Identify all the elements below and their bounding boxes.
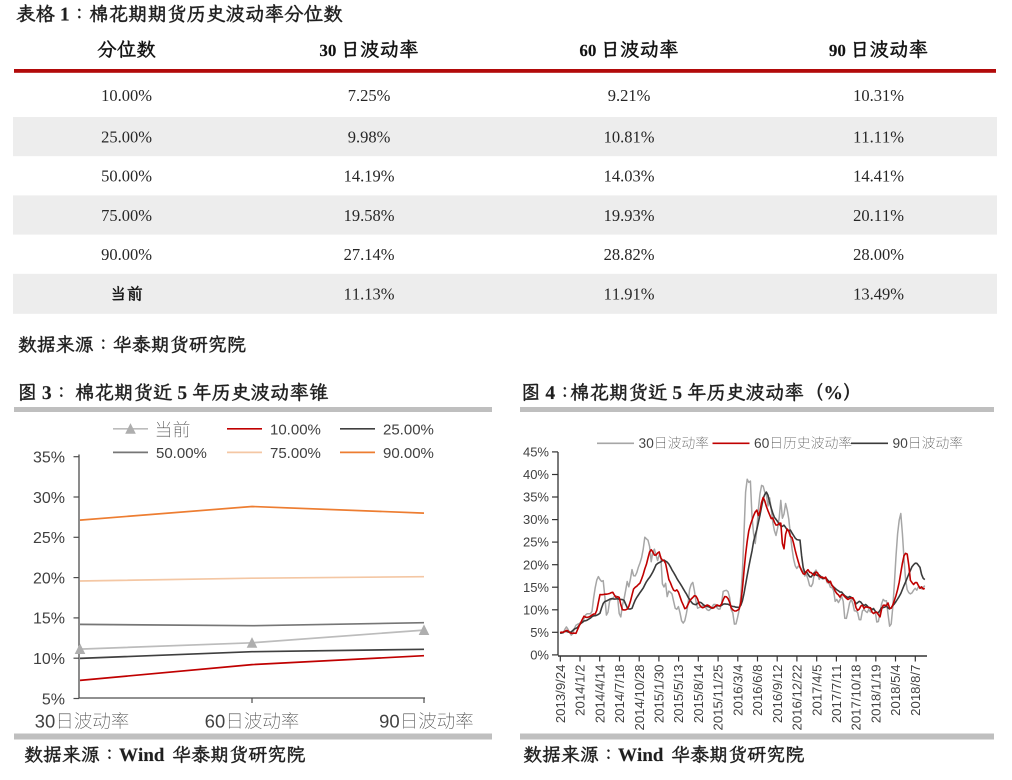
svg-text:35%: 35% <box>523 490 549 505</box>
svg-text:10.00%: 10.00% <box>101 86 152 105</box>
svg-text:2014/7/18: 2014/7/18 <box>612 665 627 724</box>
svg-text:2015/11/25: 2015/11/25 <box>711 665 726 731</box>
svg-text:2017/10/18: 2017/10/18 <box>849 665 864 731</box>
svg-text:9.21%: 9.21% <box>608 86 651 105</box>
svg-text:40%: 40% <box>523 467 549 482</box>
svg-text:2018/5/4: 2018/5/4 <box>888 665 903 716</box>
svg-text:2017/7/11: 2017/7/11 <box>829 665 844 724</box>
svg-text:28.82%: 28.82% <box>604 245 655 264</box>
svg-text:5%: 5% <box>42 691 65 708</box>
svg-text:90.00%: 90.00% <box>383 445 434 462</box>
svg-text:7.25%: 7.25% <box>348 86 391 105</box>
svg-text:2016/12/22: 2016/12/22 <box>790 665 805 731</box>
svg-text:2014/10/28: 2014/10/28 <box>632 665 647 731</box>
svg-text:25.00%: 25.00% <box>101 127 152 146</box>
svg-text:20%: 20% <box>523 557 549 572</box>
svg-text:45%: 45% <box>523 445 549 460</box>
svg-text:11.13%: 11.13% <box>344 285 395 304</box>
svg-text:20.11%: 20.11% <box>853 206 904 225</box>
svg-text:19.58%: 19.58% <box>344 206 395 225</box>
svg-text:19.93%: 19.93% <box>604 206 655 225</box>
svg-text:10%: 10% <box>33 651 65 668</box>
svg-text:28.00%: 28.00% <box>853 245 904 264</box>
svg-text:5%: 5% <box>530 625 549 640</box>
svg-text:13.49%: 13.49% <box>853 285 904 304</box>
svg-text:30%: 30% <box>33 490 65 507</box>
svg-text:2014/4/14: 2014/4/14 <box>592 665 607 724</box>
svg-text:2015/8/14: 2015/8/14 <box>691 665 706 724</box>
svg-text:2016/3/4: 2016/3/4 <box>730 665 745 716</box>
svg-text:25%: 25% <box>523 535 549 550</box>
svg-text:2015/1/30: 2015/1/30 <box>652 665 667 724</box>
svg-text:75.00%: 75.00% <box>270 445 321 462</box>
svg-text:10%: 10% <box>523 602 549 617</box>
svg-text:2015/5/13: 2015/5/13 <box>671 665 686 724</box>
svg-text:30%: 30% <box>523 512 549 527</box>
svg-text:14.03%: 14.03% <box>604 167 655 186</box>
svg-text:90.00%: 90.00% <box>101 245 152 264</box>
svg-text:2018/1/19: 2018/1/19 <box>868 665 883 724</box>
svg-text:25%: 25% <box>33 530 65 547</box>
svg-text:14.41%: 14.41% <box>853 167 904 186</box>
svg-text:2016/9/12: 2016/9/12 <box>770 665 785 724</box>
svg-text:0%: 0% <box>530 648 549 663</box>
svg-text:50.00%: 50.00% <box>156 445 207 462</box>
svg-text:2014/1/2: 2014/1/2 <box>573 665 588 716</box>
svg-text:15%: 15% <box>33 611 65 628</box>
svg-text:27.14%: 27.14% <box>344 245 395 264</box>
svg-text:10.31%: 10.31% <box>853 86 904 105</box>
svg-text:15%: 15% <box>523 580 549 595</box>
svg-text:9.98%: 9.98% <box>348 127 391 146</box>
svg-text:11.91%: 11.91% <box>604 285 655 304</box>
svg-text:75.00%: 75.00% <box>101 206 152 225</box>
svg-text:2016/6/8: 2016/6/8 <box>750 665 765 716</box>
svg-text:50.00%: 50.00% <box>101 167 152 186</box>
svg-text:2018/8/7: 2018/8/7 <box>908 665 923 716</box>
svg-text:14.19%: 14.19% <box>344 167 395 186</box>
svg-text:10.00%: 10.00% <box>270 421 321 438</box>
svg-text:11.11%: 11.11% <box>853 127 904 146</box>
svg-text:10.81%: 10.81% <box>604 127 655 146</box>
svg-text:25.00%: 25.00% <box>383 421 434 438</box>
svg-text:2017/4/5: 2017/4/5 <box>809 665 824 716</box>
svg-text:35%: 35% <box>33 450 65 467</box>
svg-text:2013/9/24: 2013/9/24 <box>553 665 568 724</box>
svg-text:20%: 20% <box>33 570 65 587</box>
